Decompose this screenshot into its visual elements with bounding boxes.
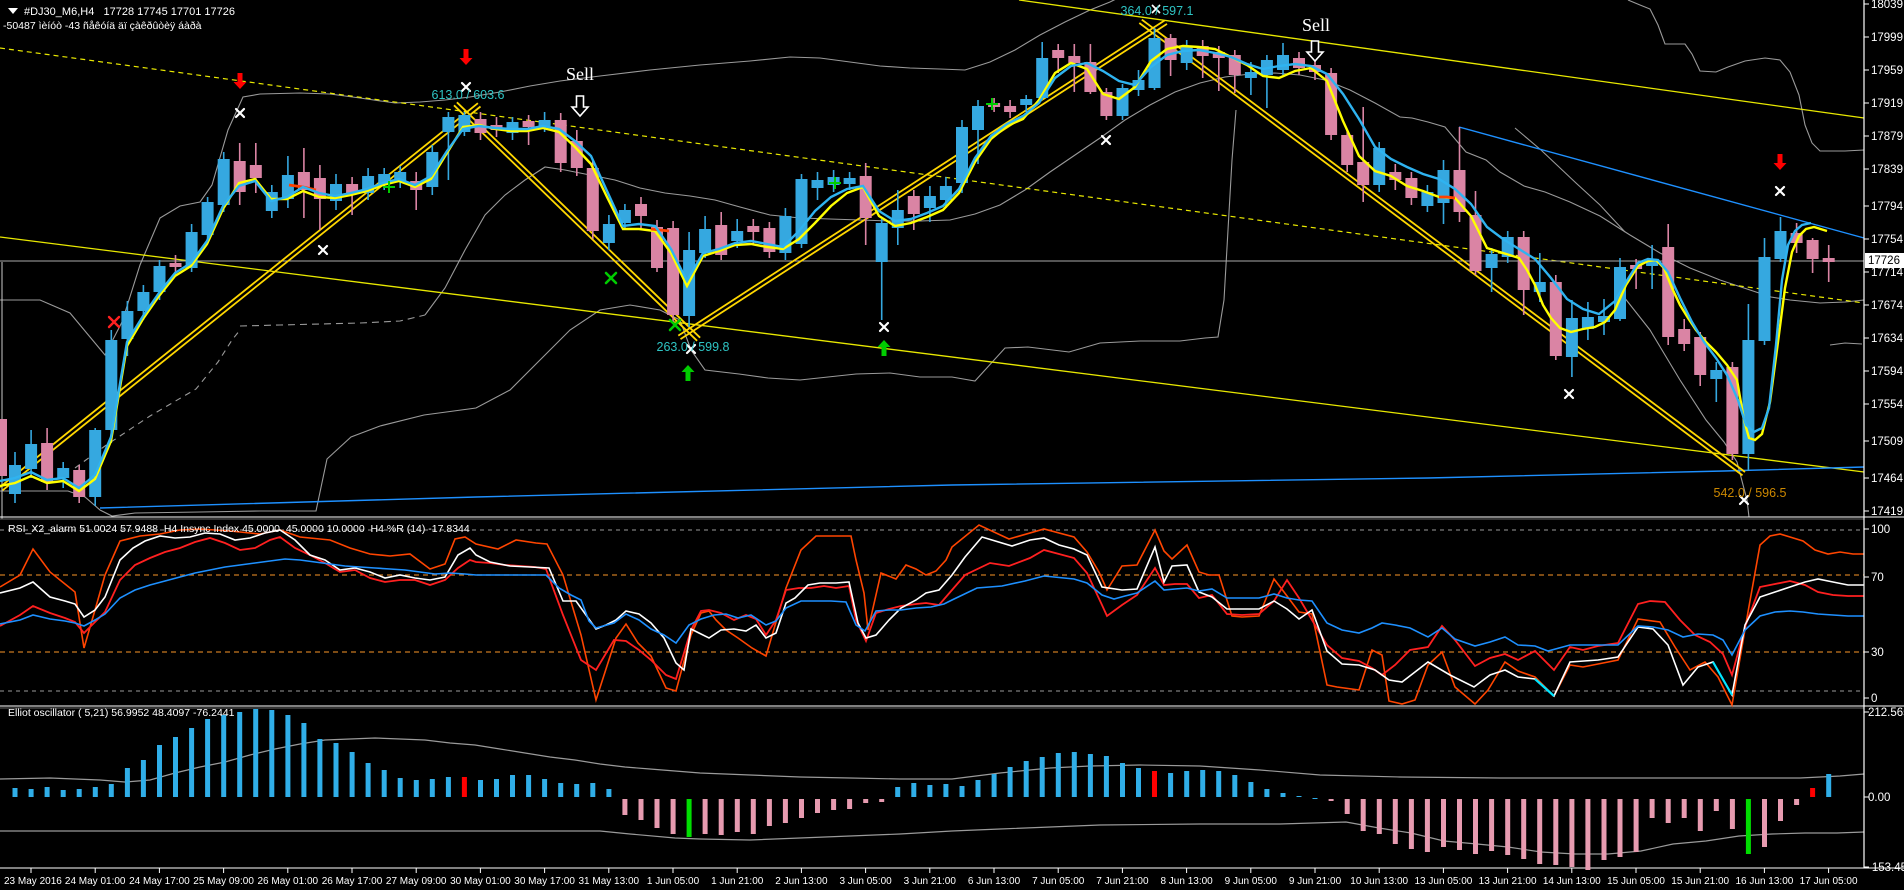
svg-text:18039: 18039: [1871, 0, 1903, 11]
svg-text:#DJ30_M6,H4 17728 17745 1770: #DJ30_M6,H4 17728 17745 17701 17726: [24, 6, 235, 18]
svg-text:13 Jun 21:00: 13 Jun 21:00: [1479, 876, 1537, 887]
svg-text:9 Jun 05:00: 9 Jun 05:00: [1225, 876, 1278, 887]
svg-text:-153.456: -153.456: [1868, 862, 1904, 874]
svg-text:7 Jun 21:00: 7 Jun 21:00: [1096, 876, 1149, 887]
svg-text:1 Jun 21:00: 1 Jun 21:00: [711, 876, 764, 887]
svg-text:14 Jun 13:00: 14 Jun 13:00: [1543, 876, 1601, 887]
svg-text:1 Jun 05:00: 1 Jun 05:00: [647, 876, 700, 887]
svg-text:17999: 17999: [1871, 32, 1903, 44]
svg-text:24 May 17:00: 24 May 17:00: [129, 876, 190, 887]
svg-text:30 May 01:00: 30 May 01:00: [450, 876, 511, 887]
svg-text:100: 100: [1871, 524, 1890, 536]
svg-text:24 May 01:00: 24 May 01:00: [65, 876, 126, 887]
svg-text:7 Jun 05:00: 7 Jun 05:00: [1032, 876, 1085, 887]
svg-text:263.0 / 599.8: 263.0 / 599.8: [657, 340, 730, 354]
svg-text:17634: 17634: [1871, 333, 1904, 345]
svg-text:6 Jun 13:00: 6 Jun 13:00: [968, 876, 1021, 887]
svg-text:17594: 17594: [1871, 366, 1904, 378]
svg-text:30: 30: [1871, 647, 1884, 659]
svg-text:364.0 / 597.1: 364.0 / 597.1: [1121, 4, 1194, 18]
svg-text:17754: 17754: [1871, 234, 1904, 246]
svg-text:30 May 17:00: 30 May 17:00: [514, 876, 575, 887]
svg-text:27 May 09:00: 27 May 09:00: [386, 876, 447, 887]
svg-text:8 Jun 13:00: 8 Jun 13:00: [1160, 876, 1213, 887]
svg-text:26 May 01:00: 26 May 01:00: [257, 876, 318, 887]
svg-text:Elliot oscillator ( 5,21) 56.9: Elliot oscillator ( 5,21) 56.9952 48.409…: [8, 707, 235, 719]
svg-text:0: 0: [1871, 693, 1877, 705]
svg-text:3 Jun 21:00: 3 Jun 21:00: [904, 876, 957, 887]
svg-text:15 Jun 21:00: 15 Jun 21:00: [1671, 876, 1729, 887]
svg-text:17714: 17714: [1871, 267, 1904, 279]
svg-text:17509: 17509: [1871, 436, 1903, 448]
svg-text:9 Jun 21:00: 9 Jun 21:00: [1289, 876, 1342, 887]
svg-text:26 May 17:00: 26 May 17:00: [322, 876, 383, 887]
svg-text:0.00: 0.00: [1868, 792, 1890, 804]
svg-text:13 Jun 05:00: 13 Jun 05:00: [1414, 876, 1472, 887]
svg-text:Sell: Sell: [1302, 15, 1330, 35]
svg-text:16 Jun 13:00: 16 Jun 13:00: [1735, 876, 1793, 887]
svg-text:613.0 / 603.6: 613.0 / 603.6: [432, 88, 505, 102]
svg-text:31 May 13:00: 31 May 13:00: [578, 876, 639, 887]
svg-text:17464: 17464: [1871, 473, 1904, 485]
svg-text:3 Jun 05:00: 3 Jun 05:00: [839, 876, 892, 887]
svg-text:10 Jun 13:00: 10 Jun 13:00: [1350, 876, 1408, 887]
svg-text:17839: 17839: [1871, 164, 1903, 176]
svg-text:542.0 / 596.5: 542.0 / 596.5: [1714, 486, 1787, 500]
svg-text:15 Jun 05:00: 15 Jun 05:00: [1607, 876, 1665, 887]
svg-text:17879: 17879: [1871, 131, 1903, 143]
svg-text:2 Jun 13:00: 2 Jun 13:00: [775, 876, 828, 887]
svg-text:17419: 17419: [1871, 506, 1903, 518]
svg-text:17726: 17726: [1868, 255, 1900, 267]
svg-text:23 May 2016: 23 May 2016: [4, 876, 62, 887]
svg-text:17794: 17794: [1871, 201, 1904, 213]
svg-text:17919: 17919: [1871, 98, 1903, 110]
svg-text:Sell: Sell: [566, 64, 594, 84]
svg-text:17 Jun 05:00: 17 Jun 05:00: [1800, 876, 1858, 887]
svg-text:17554: 17554: [1871, 399, 1904, 411]
svg-text:17959: 17959: [1871, 65, 1903, 77]
svg-text:212.5655: 212.5655: [1868, 707, 1904, 719]
svg-text:-50487 ìèíóò -43 ñåêóíä äï çàê: -50487 ìèíóò -43 ñåêóíä äï çàêðûòèÿ áàðà: [3, 20, 202, 32]
svg-text:70: 70: [1871, 572, 1884, 584]
svg-text:RSI_X2_alarm 51.0024 57.9488: RSI_X2_alarm 51.0024 57.9488 H4 Insync I…: [8, 523, 470, 535]
svg-text:25 May 09:00: 25 May 09:00: [193, 876, 254, 887]
svg-text:17674: 17674: [1871, 300, 1904, 312]
